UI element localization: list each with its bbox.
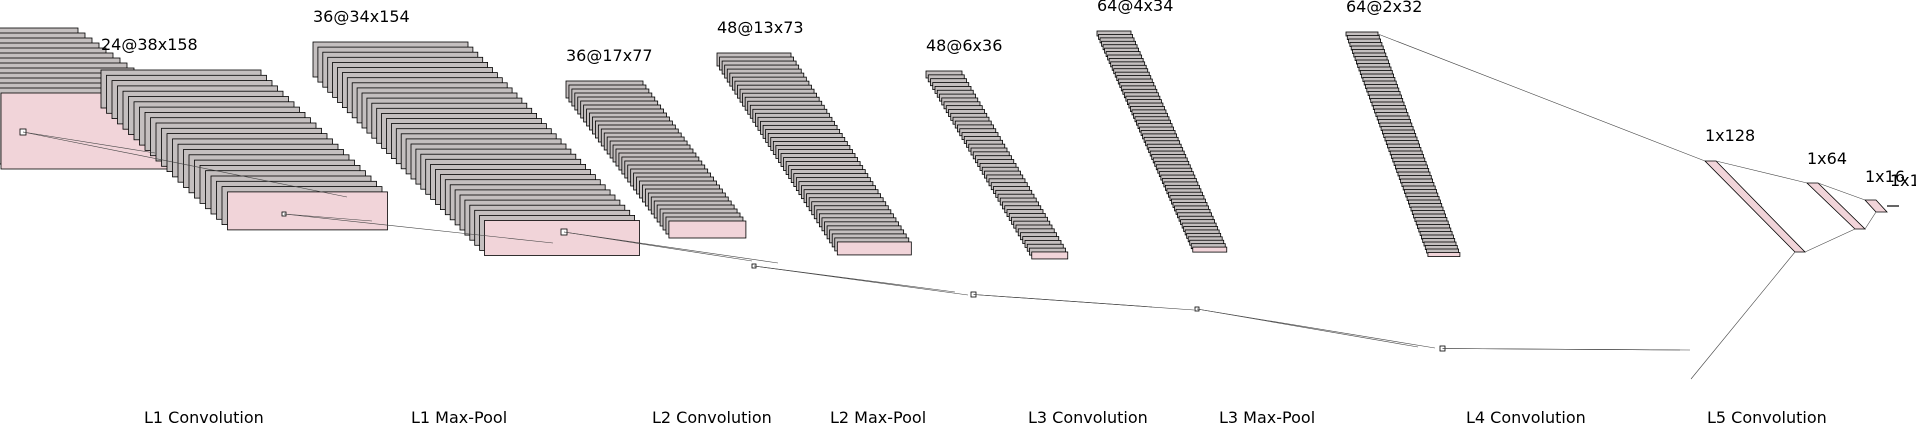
- stack-p3: [1096, 30, 1228, 253]
- dense-connection-line: [1864, 211, 1877, 230]
- label-c4: 64@2x32: [1346, 0, 1422, 16]
- label-c2: 36@17x77: [566, 46, 653, 65]
- kernel-projection-4: [751, 263, 969, 296]
- projection-line: [283, 213, 554, 244]
- label-d3: 1x16: [1865, 167, 1905, 186]
- kernel-projection-6: [1194, 306, 1436, 349]
- stack-c4: [1345, 31, 1461, 257]
- caption-l3-max-pool: L3 Max-Pool: [1219, 408, 1315, 427]
- label-c1: 24@38x158: [101, 35, 198, 54]
- front-feature-map: [668, 220, 747, 239]
- dense-1x16: [1864, 199, 1888, 213]
- dense-connection-line: [1804, 228, 1856, 253]
- kernel-projection-7: [1439, 345, 1691, 352]
- projection-line: [22, 131, 156, 154]
- dense-connection-line: [1377, 33, 1706, 162]
- dense-layers: [1704, 160, 1899, 253]
- projection-line: [753, 265, 956, 293]
- projection-line: [563, 231, 779, 264]
- stack-p2: [716, 52, 912, 256]
- front-feature-map: [227, 191, 388, 231]
- label-p1: 36@34x154: [313, 7, 410, 26]
- kernel-projection-3: [560, 228, 779, 264]
- caption-l1-convolution: L1 Convolution: [144, 408, 264, 427]
- stack-c2: [565, 80, 747, 239]
- caption-l5-convolution: L5 Convolution: [1707, 408, 1827, 427]
- kernel-projection-1: [19, 128, 348, 198]
- stack-c1: [100, 69, 388, 231]
- dense-1x128: [1704, 160, 1806, 253]
- dense-connection-line: [1690, 251, 1796, 380]
- caption-l2-max-pool: L2 Max-Pool: [830, 408, 926, 427]
- caption-l3-convolution: L3 Convolution: [1028, 408, 1148, 427]
- projection-line: [1442, 348, 1681, 351]
- kernel-projection-2: [281, 211, 554, 244]
- dense-1x64: [1806, 182, 1866, 230]
- projection-line: [1196, 308, 1419, 348]
- projection-line: [22, 131, 348, 198]
- caption-l2-convolution: L2 Convolution: [652, 408, 772, 427]
- kernel-projection-5: [970, 291, 1195, 311]
- projection-line: [283, 213, 373, 222]
- label-p3: 64@4x34: [1097, 0, 1173, 15]
- label-p2: 48@13x73: [717, 18, 804, 37]
- projection-line: [973, 294, 1195, 311]
- caption-l1-max-pool: L1 Max-Pool: [411, 408, 507, 427]
- caption-l4-convolution: L4 Convolution: [1466, 408, 1586, 427]
- stack-p1: [312, 41, 640, 256]
- dense-connection-line: [1817, 182, 1866, 201]
- label-d1: 1x128: [1705, 126, 1755, 145]
- feature-map-stacks: [0, 27, 1461, 260]
- front-feature-map: [1031, 251, 1069, 260]
- dense-connection-line: [1715, 160, 1808, 184]
- front-feature-map: [1192, 246, 1228, 253]
- front-feature-map: [484, 220, 640, 256]
- projection-line: [1196, 308, 1436, 349]
- front-feature-map: [1427, 252, 1461, 257]
- stack-c3: [925, 70, 1069, 260]
- connection-lines: [19, 33, 1877, 380]
- label-d4: 1x1: [1890, 171, 1916, 190]
- label-d2: 1x64: [1807, 149, 1847, 168]
- front-feature-map: [836, 241, 912, 256]
- label-c3: 48@6x36: [926, 36, 1002, 55]
